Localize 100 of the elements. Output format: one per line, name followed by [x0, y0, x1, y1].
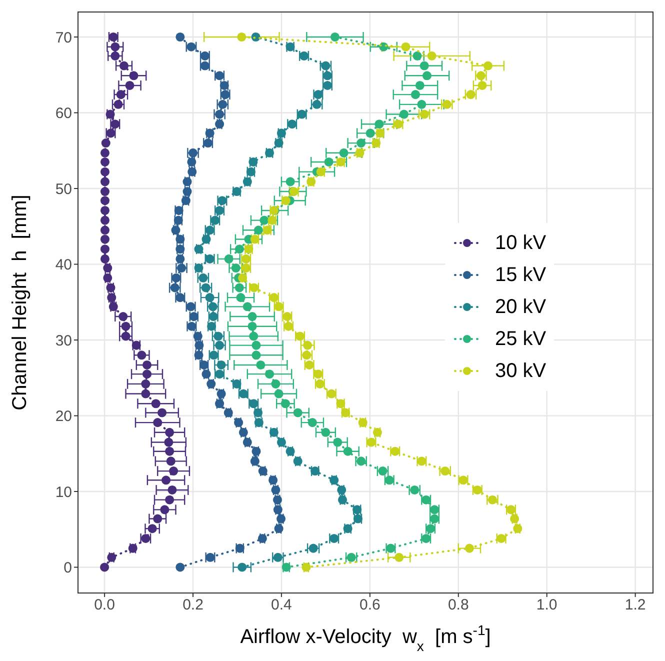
point	[164, 438, 174, 447]
x-tick-label: 0.2	[182, 596, 204, 614]
point	[148, 524, 157, 534]
y-tick-label: 50	[55, 180, 72, 198]
x-tick-label: 1.0	[536, 596, 558, 614]
point	[417, 100, 426, 109]
point	[336, 157, 346, 166]
point	[100, 244, 110, 254]
point	[286, 177, 295, 186]
point	[116, 90, 126, 100]
point	[303, 340, 312, 350]
point	[478, 80, 487, 90]
point	[100, 177, 110, 186]
point	[356, 138, 366, 148]
point	[110, 42, 120, 52]
point	[265, 370, 274, 379]
point	[412, 51, 422, 60]
x-tick-label: 0.6	[359, 596, 380, 614]
point	[100, 234, 110, 244]
point	[333, 438, 342, 447]
point	[484, 61, 493, 70]
point	[165, 495, 174, 504]
point	[142, 360, 152, 370]
point	[254, 226, 263, 235]
point	[141, 379, 150, 388]
point	[464, 544, 474, 553]
point	[100, 216, 110, 225]
point	[100, 254, 110, 264]
point	[238, 562, 247, 572]
point	[153, 418, 162, 428]
y-tick-label: 30	[55, 332, 72, 350]
point	[339, 148, 348, 158]
point	[330, 32, 340, 42]
point	[166, 456, 176, 466]
point	[160, 505, 170, 514]
point	[100, 196, 110, 206]
point	[308, 418, 317, 428]
point	[100, 562, 110, 572]
x-tick-label: 0.4	[271, 596, 292, 614]
point	[374, 120, 384, 129]
point	[100, 206, 110, 215]
point	[129, 71, 138, 80]
legend-label: 10 kV	[495, 232, 546, 254]
point	[234, 244, 244, 254]
legend-label: 20 kV	[495, 296, 546, 318]
point	[119, 61, 129, 70]
point	[242, 302, 252, 312]
point	[236, 293, 246, 302]
point	[321, 428, 330, 437]
legend-label: 15 kV	[495, 264, 546, 286]
point	[248, 312, 257, 322]
point	[422, 71, 432, 80]
point	[100, 167, 110, 176]
x-tick-label: 1.2	[624, 596, 646, 614]
point	[427, 51, 436, 60]
point	[248, 322, 257, 331]
point	[100, 148, 110, 158]
point	[107, 552, 116, 562]
y-tick-label: 40	[55, 256, 72, 274]
point	[216, 360, 226, 370]
point	[401, 42, 410, 52]
point	[100, 157, 110, 166]
point	[224, 254, 234, 264]
y-tick-label: 70	[55, 29, 72, 46]
y-tick-label: 20	[55, 408, 72, 426]
point	[271, 379, 280, 388]
legend-label: 30 kV	[495, 360, 546, 382]
y-tick-label: 10	[55, 484, 72, 501]
point	[142, 370, 152, 379]
point	[293, 408, 302, 418]
point	[234, 283, 244, 292]
y-tick-label: 60	[55, 105, 72, 122]
point	[410, 90, 420, 100]
point	[100, 187, 110, 196]
point	[237, 32, 246, 42]
point	[415, 80, 424, 90]
y-axis-title: Channel Height h [mm]	[9, 194, 31, 410]
point	[176, 562, 185, 572]
point	[258, 534, 267, 543]
point	[141, 389, 150, 398]
x-tick-label: 0.8	[448, 596, 469, 614]
point	[169, 466, 178, 476]
point	[256, 360, 266, 370]
point	[249, 332, 258, 341]
point	[101, 138, 110, 148]
point	[252, 340, 261, 350]
point	[420, 61, 429, 70]
point	[165, 446, 174, 456]
point	[394, 552, 404, 562]
point	[399, 110, 408, 119]
point	[224, 408, 233, 418]
legend-label: 25 kV	[495, 328, 546, 350]
y-tick-label: 0	[64, 560, 72, 577]
point	[165, 428, 174, 437]
point	[121, 322, 130, 331]
x-axis-title: Airflow x-Velocity w$_{x}$ [m s$^{-1}$]	[240, 622, 491, 654]
point	[162, 476, 171, 485]
point	[158, 408, 167, 418]
x-tick-label: 0.0	[94, 596, 115, 614]
point	[366, 128, 375, 138]
